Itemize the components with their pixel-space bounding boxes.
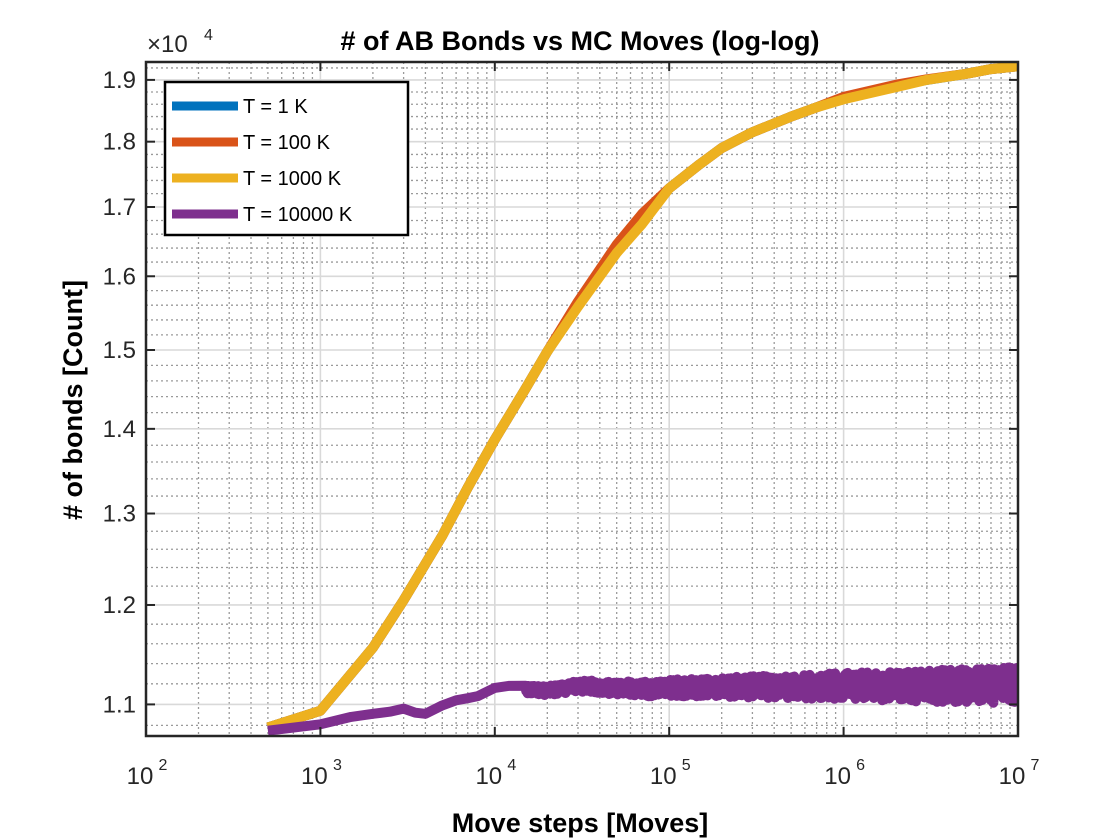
y-tick-label: 1.5 — [103, 337, 136, 364]
x-tick-label: 10 — [999, 763, 1026, 790]
series-line-3 — [266, 62, 1018, 733]
minor-grid — [146, 62, 1018, 736]
x-tick-exponent: 6 — [856, 757, 865, 774]
x-tick-exponent: 3 — [333, 757, 342, 774]
legend-entry-label: T = 10000 K — [243, 204, 353, 226]
x-tick-labels: 10 2 10 3 10 4 10 5 10 6 10 7 — [127, 757, 1040, 790]
legend-entry-label: T = 1 K — [243, 96, 308, 118]
x-axis-label: Move steps [Moves] — [452, 808, 709, 838]
x-tick-exponent: 5 — [682, 757, 691, 774]
x-tick-label: 10 — [475, 763, 502, 790]
x-tick-label: 10 — [824, 763, 851, 790]
x-tick-label: 10 — [127, 763, 154, 790]
series-layer — [266, 62, 1018, 736]
y-tick-label: 1.7 — [103, 194, 136, 221]
y-tick-label: 1.1 — [103, 691, 136, 718]
y-tick-label: 1.9 — [103, 67, 136, 94]
legend-entry-label: T = 100 K — [243, 132, 331, 154]
tick-marks — [145, 62, 1019, 736]
y-multiplier: ×10 4 — [147, 27, 213, 58]
y-tick-label: 1.3 — [103, 501, 136, 528]
x-tick-exponent: 2 — [159, 757, 168, 774]
x-tick-exponent: 4 — [507, 757, 516, 774]
chart-title: # of AB Bonds vs MC Moves (log-log) — [341, 26, 820, 56]
x-tick-label: 10 — [301, 763, 328, 790]
y-tick-label: 1.8 — [103, 129, 136, 156]
y-tick-label: 1.4 — [103, 416, 136, 443]
x-tick-exponent: 7 — [1031, 757, 1040, 774]
y-tick-labels: 1.1 1.2 1.3 1.4 1.5 1.6 1.7 1.8 1.9 — [103, 67, 136, 719]
series-line-4 — [267, 662, 1018, 736]
y-multiplier-exponent: 4 — [204, 27, 213, 44]
y-tick-label: 1.2 — [103, 592, 136, 619]
legend-entry-label: T = 1000 K — [243, 168, 342, 190]
y-axis-label: # of bonds [Count] — [58, 280, 88, 520]
y-multiplier-base: ×10 — [147, 31, 188, 58]
axes-box — [144, 60, 1020, 738]
legend: T = 1 K T = 100 K T = 1000 K T = 10000 K — [163, 80, 410, 237]
y-tick-label: 1.6 — [103, 263, 136, 290]
x-tick-label: 10 — [650, 763, 677, 790]
